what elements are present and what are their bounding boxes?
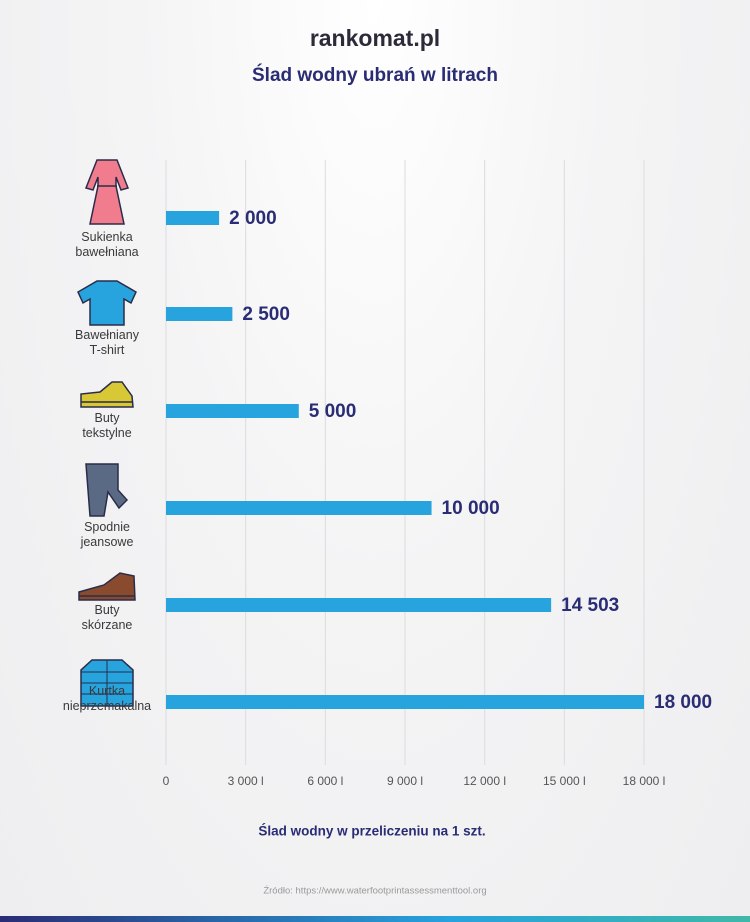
tshirt-icon — [77, 280, 137, 326]
x-tick-label: 3 000 l — [228, 774, 264, 788]
x-tick-label: 18 000 l — [623, 774, 666, 788]
x-tick-label: 15 000 l — [543, 774, 586, 788]
category-label: Sukienka bawełniana — [75, 230, 139, 259]
x-tick-label: 0 — [163, 774, 170, 788]
bar — [166, 695, 644, 709]
bar — [166, 598, 552, 612]
x-tick-label: 12 000 l — [463, 774, 506, 788]
value-label: 2 500 — [242, 304, 290, 325]
jacket-icon — [80, 659, 134, 707]
bar — [166, 404, 299, 418]
dress-icon — [85, 159, 129, 225]
category-label: Bawełniany T-shirt — [75, 328, 139, 357]
bar — [166, 307, 233, 321]
x-axis-title: Ślad wodny w przeliczeniu na 1 szt. — [258, 824, 485, 839]
value-label: 18 000 — [654, 692, 712, 713]
footer-bar — [0, 916, 750, 922]
shoe-icon — [78, 572, 136, 601]
x-tick-label: 6 000 l — [307, 774, 343, 788]
source: Źródło: https://www.waterfootprintassess… — [263, 886, 486, 897]
jeans-icon — [85, 463, 129, 517]
chart-title: Ślad wodny ubrań w litrach — [252, 64, 498, 86]
value-label: 2 000 — [229, 208, 277, 229]
category-label: Buty tekstylne — [82, 411, 132, 440]
category-label: Kurtka nieprzemakalna — [62, 684, 152, 713]
brand-logo: rankomat.pl — [310, 25, 440, 51]
value-label: 14 503 — [561, 595, 619, 616]
value-label: 5 000 — [309, 401, 357, 422]
sneaker-icon — [80, 381, 134, 408]
category-label: Spodnie jeansowe — [80, 520, 134, 549]
bar — [166, 501, 432, 515]
x-tick-label: 9 000 l — [387, 774, 423, 788]
bar — [166, 211, 220, 225]
value-label: 10 000 — [442, 498, 500, 519]
category-label: Buty skórzane — [81, 603, 133, 632]
